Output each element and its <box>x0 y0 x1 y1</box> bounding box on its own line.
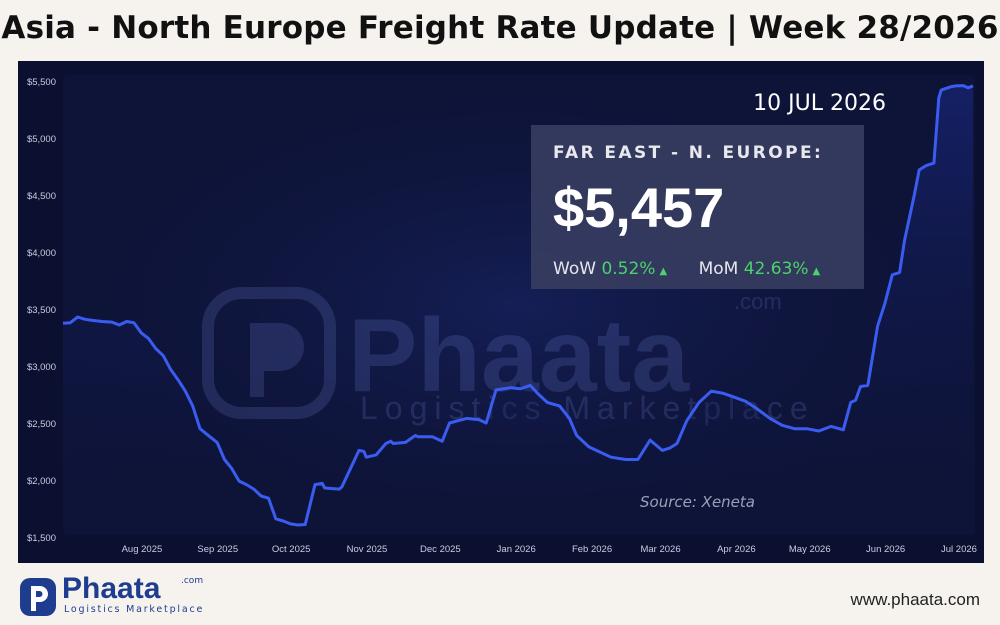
y-axis: $1,500 $2,000 $2,500 $3,000 $3,500 $4,000 $4,5… <box>27 77 56 544</box>
y-tick-label: $1,500 <box>27 533 56 544</box>
y-tick-label: $5,500 <box>27 77 56 88</box>
rate-summary-box: FAR EAST - N. EUROPE: $5,457 WoW 0.52% ▲ … <box>531 125 864 289</box>
change-row: WoW 0.52% ▲ MoM 42.63% ▲ <box>553 259 846 279</box>
x-tick-label: Sep 2025 <box>197 544 238 555</box>
chart-panel: Phaata .com Logistics Marketplace $1,500… <box>18 61 984 563</box>
x-tick-label: Feb 2026 <box>572 544 612 555</box>
y-tick-label: $4,000 <box>27 248 56 259</box>
y-tick-label: $5,000 <box>27 134 56 145</box>
x-tick-label: Nov 2025 <box>347 544 388 555</box>
wow-up-arrow-icon: ▲ <box>659 266 668 277</box>
phaata-watermark: Phaata .com Logistics Marketplace <box>202 287 808 426</box>
source-note: Source: Xeneta <box>640 493 755 511</box>
x-tick-label: Oct 2025 <box>272 544 311 555</box>
x-tick-label: Apr 2026 <box>717 544 756 555</box>
x-tick-label: May 2026 <box>789 544 831 555</box>
wow-value: 0.52% <box>601 259 656 279</box>
series-area <box>63 85 973 535</box>
y-tick-label: $4,500 <box>27 191 56 202</box>
series-line <box>62 84 974 527</box>
logo-word: Phaata <box>62 572 161 605</box>
x-tick-label: Dec 2025 <box>420 544 461 555</box>
watermark-com: .com <box>734 289 782 314</box>
wow-label: WoW <box>553 259 597 279</box>
y-tick-label: $2,000 <box>27 476 56 487</box>
x-tick-label: Aug 2025 <box>122 544 163 555</box>
watermark-logo-icon <box>202 287 336 419</box>
x-tick-label: Mar 2026 <box>640 544 680 555</box>
x-tick-label: Jan 2026 <box>497 544 536 555</box>
y-tick-label: $3,000 <box>27 362 56 373</box>
route-label: FAR EAST - N. EUROPE: <box>553 143 824 163</box>
logo-subtitle: Logistics Marketplace <box>64 604 205 615</box>
footer-logo[interactable]: Phaata .com Logistics Marketplace <box>18 572 218 620</box>
phaata-logo-icon <box>20 578 56 616</box>
footer-url[interactable]: www.phaata.com <box>850 590 980 609</box>
y-tick-label: $3,500 <box>27 305 56 316</box>
page-title: Asia - North Europe Freight Rate Update … <box>1 10 999 46</box>
logo-com: .com <box>181 576 204 586</box>
x-tick-label: Jul 2026 <box>941 544 977 555</box>
x-tick-label: Jun 2026 <box>866 544 905 555</box>
mom-label: MoM <box>698 259 739 279</box>
rate-value: $5,457 <box>553 176 725 239</box>
mom-value: 42.63% <box>743 259 809 279</box>
date-label: 10 JUL 2026 <box>753 91 886 116</box>
mom-up-arrow-icon: ▲ <box>812 266 821 277</box>
x-axis: Aug 2025 Sep 2025 Oct 2025 Nov 2025 Dec 2025… <box>122 544 977 555</box>
y-tick-label: $2,500 <box>27 419 56 430</box>
